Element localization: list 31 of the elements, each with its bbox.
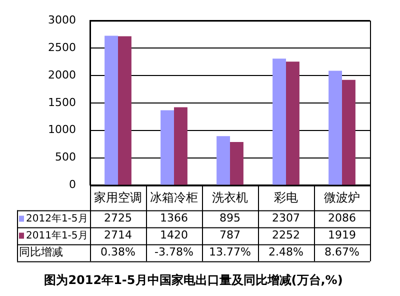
x-tick-label: 洗衣机 [212, 190, 248, 205]
data-label: 787 [220, 228, 240, 242]
x-tick-label: 家用空调 [94, 190, 142, 205]
text: 8.67% [324, 246, 360, 259]
text: 图为2012年1-5月中国家电出口量及同比增减(万台,%) [44, 272, 343, 287]
data-label: 2714 [104, 228, 132, 242]
x-tick-label: 微波炉 [324, 190, 360, 205]
text: 同比增减 [19, 246, 63, 259]
y-tick-label: 0 [69, 178, 76, 192]
y-tick-label: 500 [55, 150, 76, 164]
data-label: 1420 [160, 228, 188, 242]
y-tick-label: 2000 [48, 68, 76, 82]
data-label: 2307 [272, 212, 300, 225]
data-label: 2252 [272, 228, 300, 242]
text: -3.78% [154, 246, 194, 259]
data-label: 895 [220, 212, 240, 225]
data-label: 1366 [160, 212, 188, 225]
text: 0.38% [100, 246, 136, 259]
y-tick-label: 1000 [48, 123, 76, 136]
y-tick-label: 3000 [48, 13, 76, 26]
legend-label: 2011年1-5月 [26, 229, 88, 242]
text: 13.77% [209, 246, 251, 259]
y-tick-label: 1500 [48, 96, 76, 109]
legend-label: 2012年1-5月 [26, 212, 88, 224]
data-label: 2725 [104, 212, 132, 225]
y-tick-label: 2500 [48, 40, 76, 54]
x-tick-label: 彩电 [274, 190, 298, 205]
data-label: 2086 [328, 212, 356, 225]
data-label: 1919 [328, 228, 356, 242]
text: 2.48% [268, 246, 304, 259]
x-tick-label: 冰箱冷柜 [150, 190, 198, 205]
